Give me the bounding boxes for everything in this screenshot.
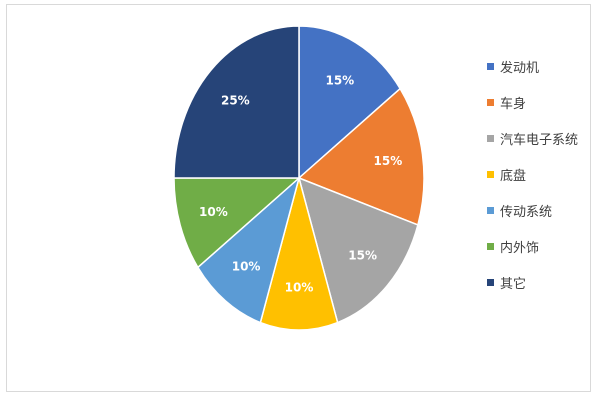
pie-slice	[173, 25, 300, 179]
legend-label: 发动机	[500, 60, 540, 76]
legend-item: 汽车电子系统	[487, 128, 578, 148]
legend-item: 其它	[487, 272, 526, 292]
slice-data-label: 10%	[199, 205, 228, 219]
slice-data-label: 15%	[374, 154, 403, 168]
legend-item: 传动系统	[487, 200, 552, 220]
legend-label: 底盘	[500, 168, 527, 184]
pie-slice	[259, 175, 339, 331]
legend-label: 传动系统	[500, 204, 553, 220]
legend-label: 车身	[500, 96, 527, 112]
slice-data-label: 25%	[221, 94, 250, 108]
legend-label: 其它	[500, 276, 527, 292]
legend-swatch	[487, 278, 494, 286]
slice-data-label: 10%	[232, 260, 261, 274]
legend-swatch	[487, 206, 494, 214]
slice-data-label: 10%	[285, 280, 314, 294]
pie-slice	[297, 87, 425, 226]
pie-slice	[298, 25, 402, 180]
pie-slice	[173, 177, 301, 269]
legend-item: 发动机	[487, 56, 539, 76]
legend-swatch	[487, 134, 494, 142]
legend-swatch	[487, 170, 494, 178]
slice-data-label: 15%	[348, 248, 377, 262]
legend-swatch	[487, 242, 494, 250]
legend-label: 汽车电子系统	[500, 132, 579, 148]
legend-label: 内外饰	[500, 240, 540, 256]
pie-slice	[196, 175, 301, 324]
legend-item: 车身	[487, 92, 526, 112]
legend-swatch	[487, 98, 494, 106]
legend-item: 底盘	[487, 164, 526, 184]
legend: 发动机 车身 汽车电子系统 底盘 传动系统 内外饰 其它	[469, 46, 593, 306]
legend-swatch	[487, 62, 494, 70]
legend-item: 内外饰	[487, 236, 539, 256]
slice-data-label: 15%	[325, 73, 354, 87]
